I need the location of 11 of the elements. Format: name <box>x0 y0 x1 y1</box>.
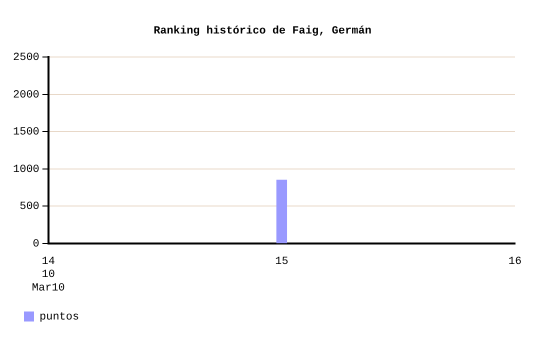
y-tick-label: 2000 <box>13 89 40 102</box>
y-tick-label: 0 <box>32 238 40 250</box>
legend-label: puntos <box>40 311 80 324</box>
y-tick-label: 1000 <box>13 164 40 176</box>
chart-title: Ranking histórico de Faig, Germán <box>154 25 372 38</box>
y-tick-label: 500 <box>20 201 40 214</box>
x-tick-label: 14 10 Mar10 <box>32 256 65 294</box>
x-tick-label: 15 <box>275 256 288 268</box>
x-tick-label: 16 <box>508 256 522 268</box>
y-tick-label: 2500 <box>13 52 40 64</box>
y-tick-label: 1500 <box>13 126 40 139</box>
